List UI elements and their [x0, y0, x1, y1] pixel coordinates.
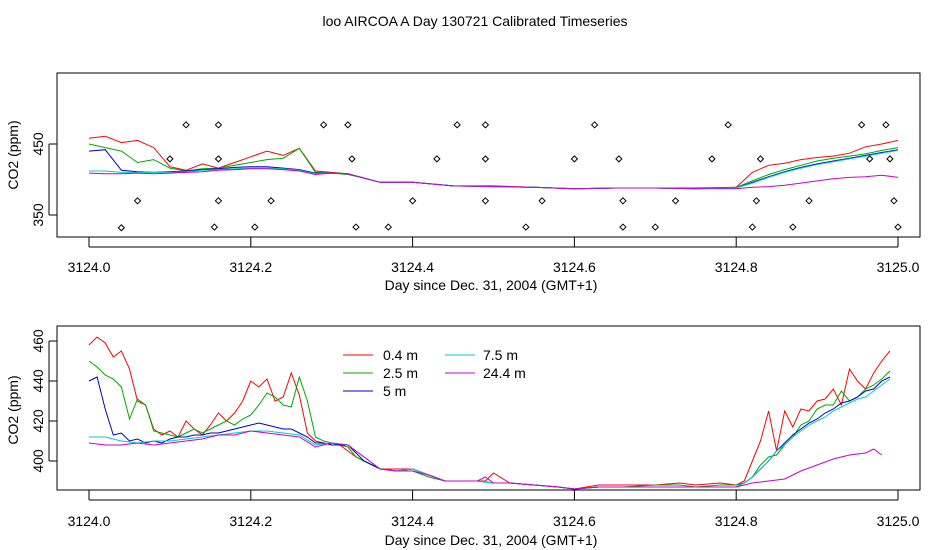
marker-diamond [214, 197, 223, 205]
top-y-axis-label: CO2 (ppm) [5, 120, 21, 189]
bottom-x-tick-label: 3124.0 [68, 513, 111, 529]
bottom-y-tick-label: 420 [30, 409, 46, 433]
top-x-tick-label: 3124.6 [553, 259, 596, 275]
legend-label: 7.5 m [483, 347, 518, 363]
legend-label: 2.5 m [383, 365, 418, 381]
top-y-axis: 350 450 [30, 132, 57, 227]
marker-diamond [481, 121, 490, 129]
marker-diamond [214, 121, 223, 129]
top-series-group [88, 135, 899, 190]
marker-diamond [348, 155, 356, 163]
marker-diamond [538, 197, 546, 205]
marker-diamond [453, 121, 461, 129]
marker-diamond [756, 155, 765, 163]
bottom-legend: 0.4 m 2.5 m 5 m 7.5 m 24.4 m [343, 347, 526, 399]
marker-diamond [590, 121, 599, 129]
bottom-y-tick-label: 400 [30, 449, 46, 473]
top-panel: 3124.0 3124.2 3124.4 3124.6 3124.8 3125.0 350… [5, 72, 921, 293]
top-x-tick-label: 3124.0 [68, 259, 111, 275]
marker-diamond [166, 155, 174, 163]
bottom-series-line-0-4-m [88, 336, 891, 490]
top-x-tick-label: 3124.4 [391, 259, 434, 275]
marker-diamond [805, 197, 813, 205]
bottom-x-tick-label: 3124.4 [391, 513, 434, 529]
bottom-x-tick-label: 3125.0 [877, 513, 920, 529]
marker-diamond [481, 155, 490, 163]
bottom-x-tick-label: 3124.8 [715, 513, 758, 529]
marker-diamond [857, 121, 866, 129]
marker-diamond [133, 197, 142, 205]
marker-diamond [708, 155, 716, 163]
marker-diamond [752, 197, 761, 205]
marker-diamond [789, 223, 797, 231]
marker-diamond [570, 155, 579, 163]
top-x-tick-label: 3124.8 [715, 259, 758, 275]
bottom-plot-area [56, 325, 921, 491]
marker-diamond [344, 121, 352, 129]
marker-diamond [615, 155, 623, 163]
legend-label: 5 m [383, 383, 406, 399]
marker-diamond [886, 155, 894, 163]
marker-diamond [619, 223, 627, 231]
marker-diamond [384, 223, 393, 231]
top-series-line-5 [88, 168, 899, 190]
bottom-series-line-24-4-m [88, 430, 883, 490]
marker-diamond [890, 197, 898, 205]
bottom-x-tick-label: 3124.6 [553, 513, 596, 529]
legend-label: 24.4 m [483, 365, 526, 381]
bottom-y-tick-label: 440 [30, 369, 46, 393]
bottom-x-axis-label: Day since Dec. 31, 2004 (GMT+1) [385, 532, 598, 548]
marker-diamond [433, 155, 441, 163]
top-x-axis: 3124.0 3124.2 3124.4 3124.6 3124.8 3125.0 [68, 237, 920, 275]
legend-label: 0.4 m [383, 347, 418, 363]
marker-diamond [671, 197, 680, 205]
marker-diamond [251, 223, 259, 231]
top-x-axis-label: Day since Dec. 31, 2004 (GMT+1) [385, 277, 598, 293]
top-plot-area [56, 72, 921, 238]
marker-diamond [748, 223, 757, 231]
marker-diamond [724, 121, 732, 129]
marker-diamond [865, 155, 874, 163]
marker-diamond [894, 223, 902, 231]
bottom-x-axis: 3124.0 3124.2 3124.4 3124.6 3124.8 3125.0 [68, 490, 920, 529]
top-y-tick-label: 350 [30, 203, 46, 227]
bottom-y-axis-label: CO2 (ppm) [5, 375, 21, 444]
bottom-panel: 3124.0 3124.2 3124.4 3124.6 3124.8 3125.0 400… [5, 325, 921, 548]
marker-diamond [319, 121, 328, 129]
top-marker-group [117, 121, 902, 232]
marker-diamond [882, 121, 890, 129]
top-y-tick-label: 450 [30, 132, 46, 156]
bottom-y-tick-label: 460 [30, 329, 46, 353]
marker-diamond [182, 121, 190, 129]
marker-diamond [651, 223, 660, 231]
bottom-series-group [88, 336, 891, 490]
marker-diamond [619, 197, 627, 205]
marker-diamond [214, 155, 223, 163]
marker-diamond [481, 197, 490, 205]
bottom-x-tick-label: 3124.2 [229, 513, 272, 529]
marker-diamond [352, 223, 360, 231]
marker-diamond [117, 224, 126, 232]
marker-diamond [522, 223, 530, 231]
marker-diamond [267, 197, 275, 205]
top-x-tick-label: 3125.0 [877, 259, 920, 275]
top-x-tick-label: 3124.2 [229, 259, 272, 275]
marker-diamond [408, 197, 417, 205]
bottom-y-axis: 400 420 440 460 [30, 329, 57, 473]
figure-title: loo AIRCOA A Day 130721 Calibrated Times… [322, 13, 627, 29]
marker-diamond [210, 223, 219, 231]
